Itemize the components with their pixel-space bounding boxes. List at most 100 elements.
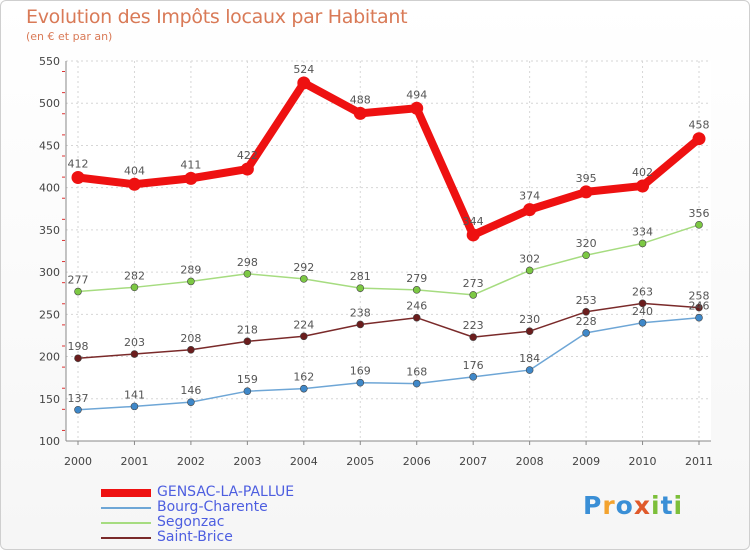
data-label: 230 — [519, 313, 540, 326]
data-label: 334 — [632, 225, 653, 238]
data-point — [582, 307, 590, 316]
data-point — [525, 327, 534, 336]
data-label: 411 — [180, 158, 201, 171]
data-point — [525, 266, 534, 275]
data-label: 169 — [350, 365, 371, 378]
data-point — [695, 313, 703, 322]
data-point — [469, 291, 477, 299]
data-label: 292 — [293, 261, 314, 274]
data-point — [410, 101, 424, 115]
data-point — [130, 402, 139, 411]
data-point — [71, 171, 85, 185]
data-point — [240, 162, 254, 176]
y-tick-label: 350 — [39, 224, 60, 237]
logo-letter: x — [633, 491, 651, 520]
logo-letter: P — [583, 491, 603, 520]
data-label: 402 — [632, 166, 653, 179]
legend-swatch — [101, 489, 151, 497]
data-label: 356 — [689, 207, 710, 220]
x-tick-label: 2005 — [346, 455, 374, 468]
data-label: 208 — [180, 332, 201, 345]
data-label: 162 — [293, 371, 314, 384]
logo-letter: o — [615, 491, 634, 520]
data-point — [187, 345, 195, 354]
data-point — [356, 284, 365, 292]
data-label: 263 — [632, 285, 653, 298]
data-point — [638, 239, 647, 248]
data-point — [469, 373, 477, 381]
legend-swatch — [101, 522, 151, 524]
data-label: 228 — [576, 315, 597, 328]
data-label: 279 — [406, 272, 427, 285]
data-point — [582, 329, 590, 337]
data-label: 282 — [124, 269, 145, 282]
data-point — [74, 354, 82, 363]
data-label: 422 — [237, 149, 258, 162]
legend-item: GENSAC-LA-PALLUE — [101, 484, 361, 501]
data-label: 298 — [237, 256, 258, 269]
x-tick-label: 2011 — [685, 455, 713, 468]
legend-label: Saint-Brice — [157, 529, 233, 545]
legend-swatch — [101, 507, 151, 509]
data-point — [636, 179, 650, 193]
data-label: 253 — [576, 294, 597, 307]
data-point — [74, 287, 82, 296]
data-label: 176 — [463, 359, 484, 372]
data-point — [300, 275, 308, 283]
proxiti-logo: Proxiti — [583, 491, 683, 520]
data-point — [300, 332, 308, 341]
data-point — [243, 337, 252, 346]
x-tick-label: 2009 — [572, 455, 600, 468]
legend-item: Segonzac — [101, 514, 361, 531]
data-label: 344 — [463, 215, 484, 228]
data-point — [638, 318, 647, 327]
data-point — [466, 228, 480, 242]
data-point — [187, 398, 195, 406]
data-label: 223 — [463, 319, 484, 332]
x-tick-label: 2006 — [403, 455, 431, 468]
plot-area — [66, 61, 711, 441]
data-label: 141 — [124, 388, 145, 401]
series-line-2 — [77, 224, 700, 296]
data-label: 395 — [576, 172, 597, 185]
data-label: 320 — [576, 237, 597, 250]
data-label: 404 — [124, 164, 145, 177]
data-point — [582, 251, 590, 260]
data-label: 246 — [406, 300, 427, 313]
x-tick-label: 2008 — [516, 455, 544, 468]
logo-letter: i — [651, 491, 661, 520]
chart-title: Evolution des Impôts locaux par Habitant — [26, 6, 408, 28]
series-line-1 — [77, 316, 700, 411]
data-label: 277 — [68, 274, 89, 287]
data-point — [356, 378, 365, 387]
data-label: 488 — [350, 93, 371, 106]
legend-label: Bourg-Charente — [157, 499, 268, 515]
y-tick-label: 550 — [39, 55, 60, 68]
data-point — [692, 132, 706, 146]
data-label: 281 — [350, 270, 371, 283]
data-label: 168 — [406, 366, 427, 379]
data-point — [300, 384, 308, 393]
data-point — [695, 303, 703, 312]
data-label: 494 — [406, 88, 427, 101]
data-label: 374 — [519, 190, 540, 203]
logo-letter: t — [660, 491, 674, 520]
data-point — [638, 299, 647, 308]
data-point — [412, 379, 421, 388]
y-tick-label: 100 — [39, 435, 60, 448]
data-point — [525, 366, 534, 374]
data-point — [243, 387, 252, 395]
chart-subtitle: (en € et par an) — [26, 30, 113, 43]
data-point — [523, 203, 537, 217]
x-tick-label: 2003 — [233, 455, 261, 468]
data-point — [579, 185, 593, 199]
data-label: 302 — [519, 252, 540, 265]
data-point — [130, 283, 139, 292]
y-tick-label: 500 — [39, 97, 60, 110]
data-point — [187, 277, 195, 286]
x-tick-label: 2010 — [629, 455, 657, 468]
x-tick-label: 2004 — [290, 455, 318, 468]
data-point — [353, 106, 367, 120]
